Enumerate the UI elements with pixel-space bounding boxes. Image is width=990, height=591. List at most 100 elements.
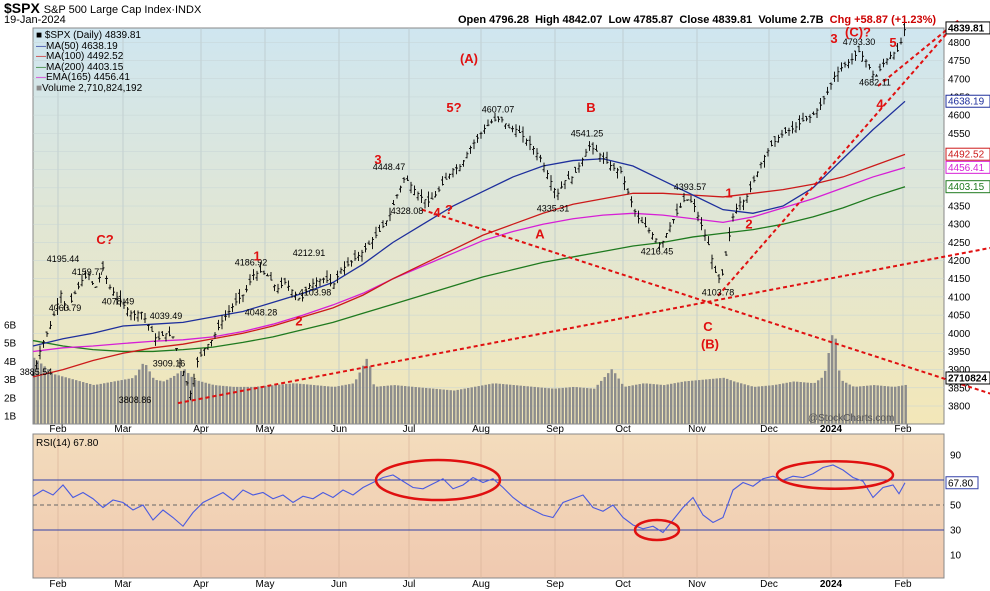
volume-bar — [173, 375, 176, 424]
volume-bar — [680, 381, 683, 424]
volume-bar — [565, 387, 568, 424]
wave-label: 2 — [745, 217, 752, 232]
volume-bar — [526, 386, 529, 424]
volume-bar — [488, 384, 491, 424]
volume-bar — [677, 382, 680, 424]
volume-bar — [152, 377, 155, 424]
trendline — [717, 19, 959, 297]
volume-bar — [873, 385, 876, 424]
volume-bar — [260, 386, 263, 424]
y-tick-label: 4250 — [948, 238, 971, 249]
volume-bar — [477, 386, 480, 424]
price-label: 4186.92 — [235, 257, 268, 267]
volume-bar — [607, 373, 610, 424]
x-tick-label: May — [256, 579, 275, 590]
volume-bar — [484, 384, 487, 424]
y-tick-label: 4550 — [948, 129, 971, 140]
volume-bar — [761, 386, 764, 424]
volume-bar — [537, 387, 540, 424]
volume-bar — [169, 377, 172, 424]
volume-bar — [148, 371, 151, 424]
volume-bar — [719, 378, 722, 424]
volume-bar — [712, 378, 715, 424]
price-label: 4212.91 — [293, 248, 326, 258]
volume-bar — [222, 385, 225, 424]
volume-bar — [684, 381, 687, 424]
volume-tick-label: 3B — [4, 375, 17, 386]
trendline — [877, 19, 959, 87]
volume-bar — [99, 383, 102, 424]
volume-bar — [561, 387, 564, 424]
volume-bar — [425, 387, 428, 424]
volume-bar — [288, 383, 291, 424]
wave-label: A — [535, 227, 545, 242]
volume-bar — [481, 385, 484, 424]
volume-bar — [397, 385, 400, 424]
volume-bar — [691, 380, 694, 424]
volume-bar — [64, 377, 67, 424]
volume-bar — [582, 387, 585, 424]
price-label: 4607.07 — [482, 105, 515, 115]
volume-bar — [824, 370, 827, 424]
volume-bar — [603, 377, 606, 424]
volume-bar — [554, 388, 557, 424]
volume-bar — [512, 385, 515, 424]
trendline — [177, 246, 990, 405]
rsi-tick-label: 30 — [950, 526, 962, 537]
x-tick-label: Mar — [114, 424, 132, 435]
legend-item-volume: ■Volume 2,710,824,192 — [36, 82, 143, 94]
x-tick-label: Dec — [760, 424, 778, 435]
volume-bar — [502, 384, 505, 424]
volume-bar — [285, 383, 288, 424]
volume-bar — [50, 372, 53, 424]
volume-bar — [491, 383, 494, 424]
volume-bar — [764, 385, 767, 424]
volume-bar — [71, 379, 74, 424]
volume-bar — [155, 380, 158, 424]
volume-bar — [708, 379, 711, 424]
volume-bar — [642, 383, 645, 424]
volume-bar — [194, 379, 197, 424]
volume-bar — [306, 384, 309, 424]
volume-bar — [127, 378, 130, 424]
volume-bar — [453, 390, 456, 424]
x-tick-label: Sep — [546, 424, 564, 435]
volume-bar — [218, 385, 221, 424]
volume-bar — [817, 380, 820, 424]
x-tick-label: Dec — [760, 579, 778, 590]
volume-bar — [243, 386, 246, 424]
y-tick-label: 3950 — [948, 347, 971, 358]
price-label: 3808.86 — [119, 395, 152, 405]
rsi-tick-label: 50 — [950, 501, 962, 512]
volume-bar — [180, 370, 183, 424]
volume-bar — [376, 386, 379, 424]
legend-item-ma200: —MA(200) 4403.15 — [36, 61, 124, 73]
volume-bar — [862, 386, 865, 424]
volume-bar — [694, 380, 697, 424]
volume-bar — [278, 384, 281, 424]
volume-bar — [61, 376, 64, 424]
volume-bar — [211, 384, 214, 424]
volume-bar — [33, 357, 36, 424]
volume-bar — [687, 381, 690, 424]
volume-bar — [407, 386, 410, 424]
wave-label: (B) — [701, 337, 719, 352]
copyright: @StockCharts.com — [808, 413, 895, 424]
y-tick-label: 4300 — [948, 220, 971, 231]
wave-label: 4 — [876, 97, 884, 112]
volume-bar — [656, 384, 659, 424]
volume-bar — [267, 385, 270, 424]
volume-bar — [505, 384, 508, 424]
price-label: 3885.54 — [20, 367, 53, 377]
y-tick-label: 4150 — [948, 274, 971, 285]
volume-bar — [659, 384, 662, 424]
volume-bar — [474, 386, 477, 424]
volume-bar — [848, 384, 851, 424]
volume-bar — [232, 386, 235, 424]
last-value-label: 2710824 — [948, 374, 987, 385]
volume-bar — [120, 380, 123, 424]
rsi-last-box — [945, 476, 979, 490]
volume-bar — [596, 384, 599, 424]
volume-bar — [652, 384, 655, 424]
y-tick-label: 4350 — [948, 202, 971, 213]
